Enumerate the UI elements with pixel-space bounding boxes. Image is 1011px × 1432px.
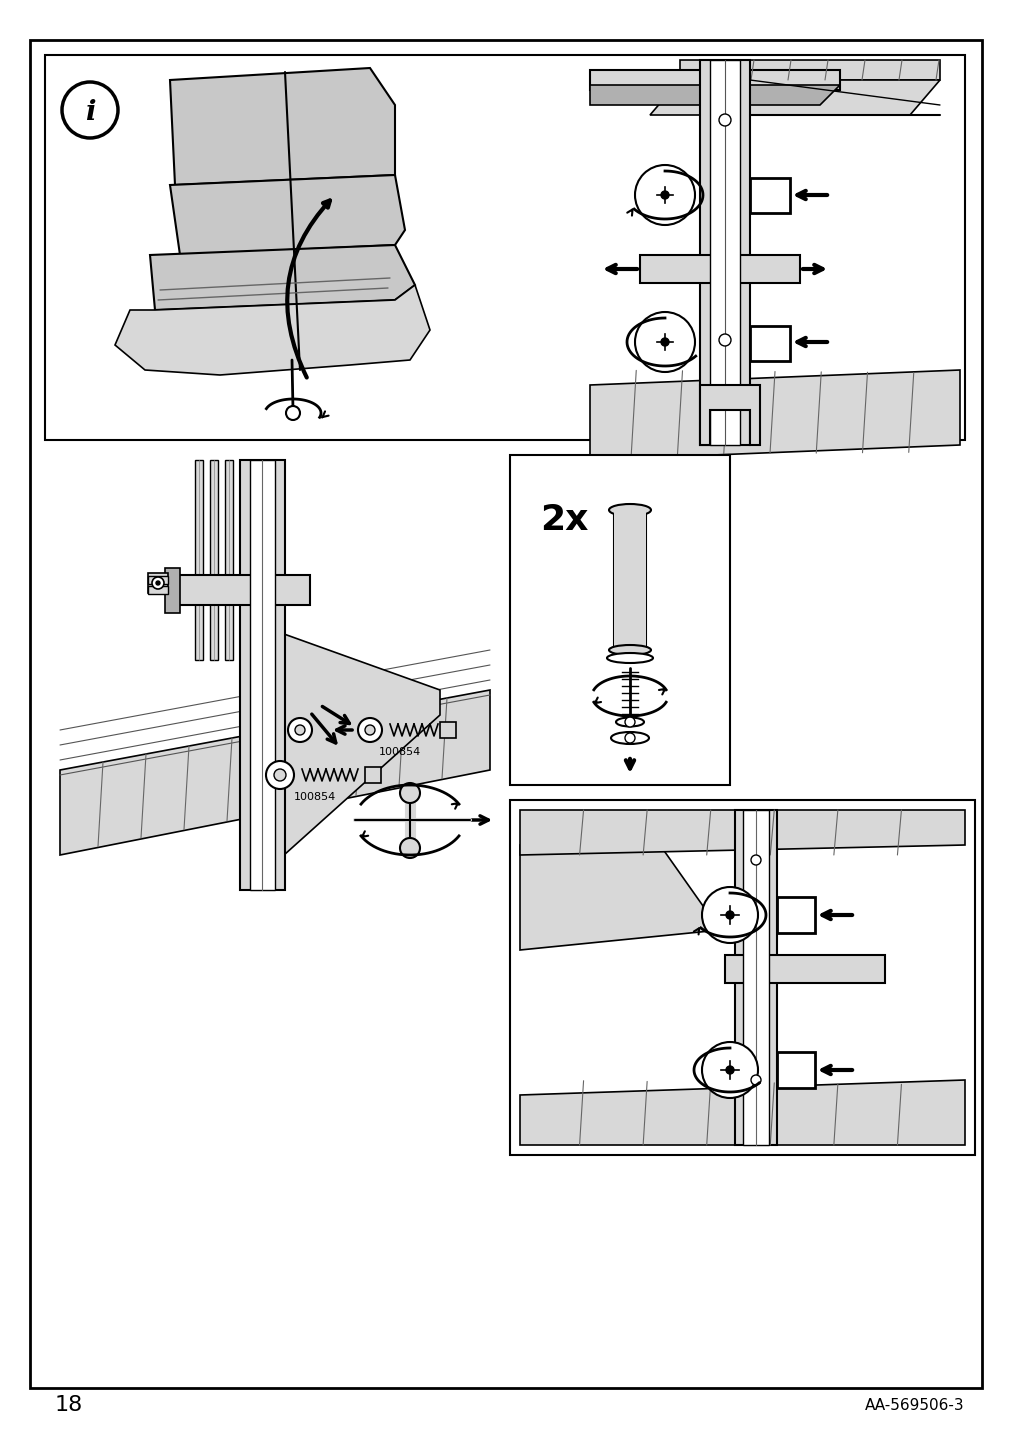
Bar xyxy=(710,60,739,445)
Bar xyxy=(776,1053,814,1088)
Circle shape xyxy=(625,733,634,743)
Bar xyxy=(510,455,729,785)
Bar xyxy=(210,460,217,660)
Polygon shape xyxy=(115,285,430,375)
Bar xyxy=(365,768,380,783)
Circle shape xyxy=(702,886,757,944)
Bar xyxy=(440,722,456,737)
Circle shape xyxy=(725,911,733,919)
Polygon shape xyxy=(520,811,964,855)
Polygon shape xyxy=(170,67,394,185)
Bar xyxy=(195,460,203,660)
Circle shape xyxy=(62,82,118,137)
Circle shape xyxy=(660,338,668,347)
Circle shape xyxy=(718,334,730,347)
Circle shape xyxy=(365,725,375,735)
Circle shape xyxy=(634,165,695,225)
Text: 100854: 100854 xyxy=(293,792,336,802)
Bar xyxy=(510,800,974,1156)
Circle shape xyxy=(702,1042,757,1098)
Circle shape xyxy=(750,855,760,865)
Circle shape xyxy=(718,115,730,126)
Bar xyxy=(224,460,233,660)
Text: 18: 18 xyxy=(55,1395,83,1415)
Polygon shape xyxy=(700,385,759,445)
Circle shape xyxy=(266,760,294,789)
Text: i: i xyxy=(85,99,95,126)
Circle shape xyxy=(399,838,420,858)
Circle shape xyxy=(288,717,311,742)
Ellipse shape xyxy=(609,504,650,516)
Bar xyxy=(749,326,790,361)
Polygon shape xyxy=(60,690,489,855)
Circle shape xyxy=(156,581,160,586)
Bar xyxy=(614,510,645,650)
Polygon shape xyxy=(170,175,404,255)
Polygon shape xyxy=(649,80,939,115)
Circle shape xyxy=(750,1075,760,1085)
Ellipse shape xyxy=(607,653,652,663)
Bar xyxy=(742,811,768,1146)
Bar xyxy=(165,569,180,613)
Bar xyxy=(170,576,309,604)
Bar xyxy=(148,573,168,593)
Ellipse shape xyxy=(609,644,650,654)
Circle shape xyxy=(286,407,299,420)
Circle shape xyxy=(274,769,286,780)
Circle shape xyxy=(295,725,304,735)
Circle shape xyxy=(152,577,164,589)
Circle shape xyxy=(660,190,668,199)
Bar xyxy=(734,811,776,1146)
Bar xyxy=(749,178,790,213)
Polygon shape xyxy=(520,1080,964,1146)
Bar xyxy=(240,460,285,891)
Bar xyxy=(148,576,168,584)
Polygon shape xyxy=(150,245,415,309)
Ellipse shape xyxy=(616,717,643,726)
Circle shape xyxy=(625,717,634,727)
Circle shape xyxy=(399,783,420,803)
Text: 100854: 100854 xyxy=(378,748,421,758)
Polygon shape xyxy=(245,620,440,891)
Polygon shape xyxy=(589,84,839,105)
Circle shape xyxy=(634,312,695,372)
Polygon shape xyxy=(589,369,959,460)
Bar xyxy=(250,460,275,891)
Polygon shape xyxy=(679,60,939,80)
Polygon shape xyxy=(520,845,719,949)
Bar xyxy=(44,54,964,440)
Bar xyxy=(700,60,749,445)
Polygon shape xyxy=(589,70,839,90)
Circle shape xyxy=(725,1065,733,1074)
Bar xyxy=(776,896,814,934)
Text: AA-569506-3: AA-569506-3 xyxy=(864,1398,964,1412)
Text: 2x: 2x xyxy=(540,503,587,537)
Ellipse shape xyxy=(611,732,648,745)
Circle shape xyxy=(358,717,381,742)
Bar xyxy=(724,955,885,982)
Bar xyxy=(148,586,168,594)
Bar xyxy=(639,255,800,284)
